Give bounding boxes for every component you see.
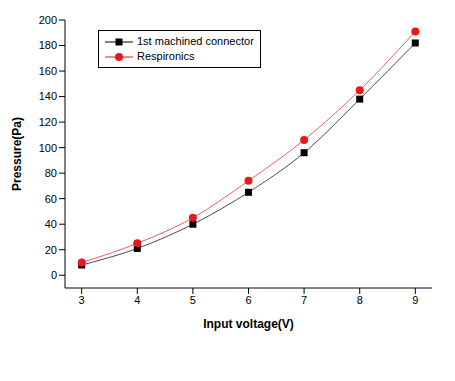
svg-text:9: 9 (412, 294, 418, 306)
html-text:Respironics: Respironics (137, 50, 195, 62)
svg-text:40: 40 (45, 218, 57, 230)
svg-text:180: 180 (39, 39, 57, 51)
svg-text:Input voltage(V): Input voltage(V) (203, 317, 294, 331)
svg-text:20: 20 (45, 244, 57, 256)
svg-text:160: 160 (39, 65, 57, 77)
svg-text:3: 3 (79, 294, 85, 306)
svg-text:8: 8 (357, 294, 363, 306)
svg-text:100: 100 (39, 142, 57, 154)
svg-text:5: 5 (190, 294, 196, 306)
svg-text:4: 4 (134, 294, 140, 306)
html-text:1st machined connector: 1st machined connector (137, 35, 254, 47)
svg-text:0: 0 (51, 269, 57, 281)
svg-text:80: 80 (45, 167, 57, 179)
svg-text:200: 200 (39, 14, 57, 26)
svg-text:7: 7 (301, 294, 307, 306)
svg-text:140: 140 (39, 90, 57, 102)
svg-text:Pressure(Pa): Pressure(Pa) (10, 117, 24, 191)
svg-text:60: 60 (45, 193, 57, 205)
svg-text:6: 6 (245, 294, 251, 306)
svg-text:120: 120 (39, 116, 57, 128)
